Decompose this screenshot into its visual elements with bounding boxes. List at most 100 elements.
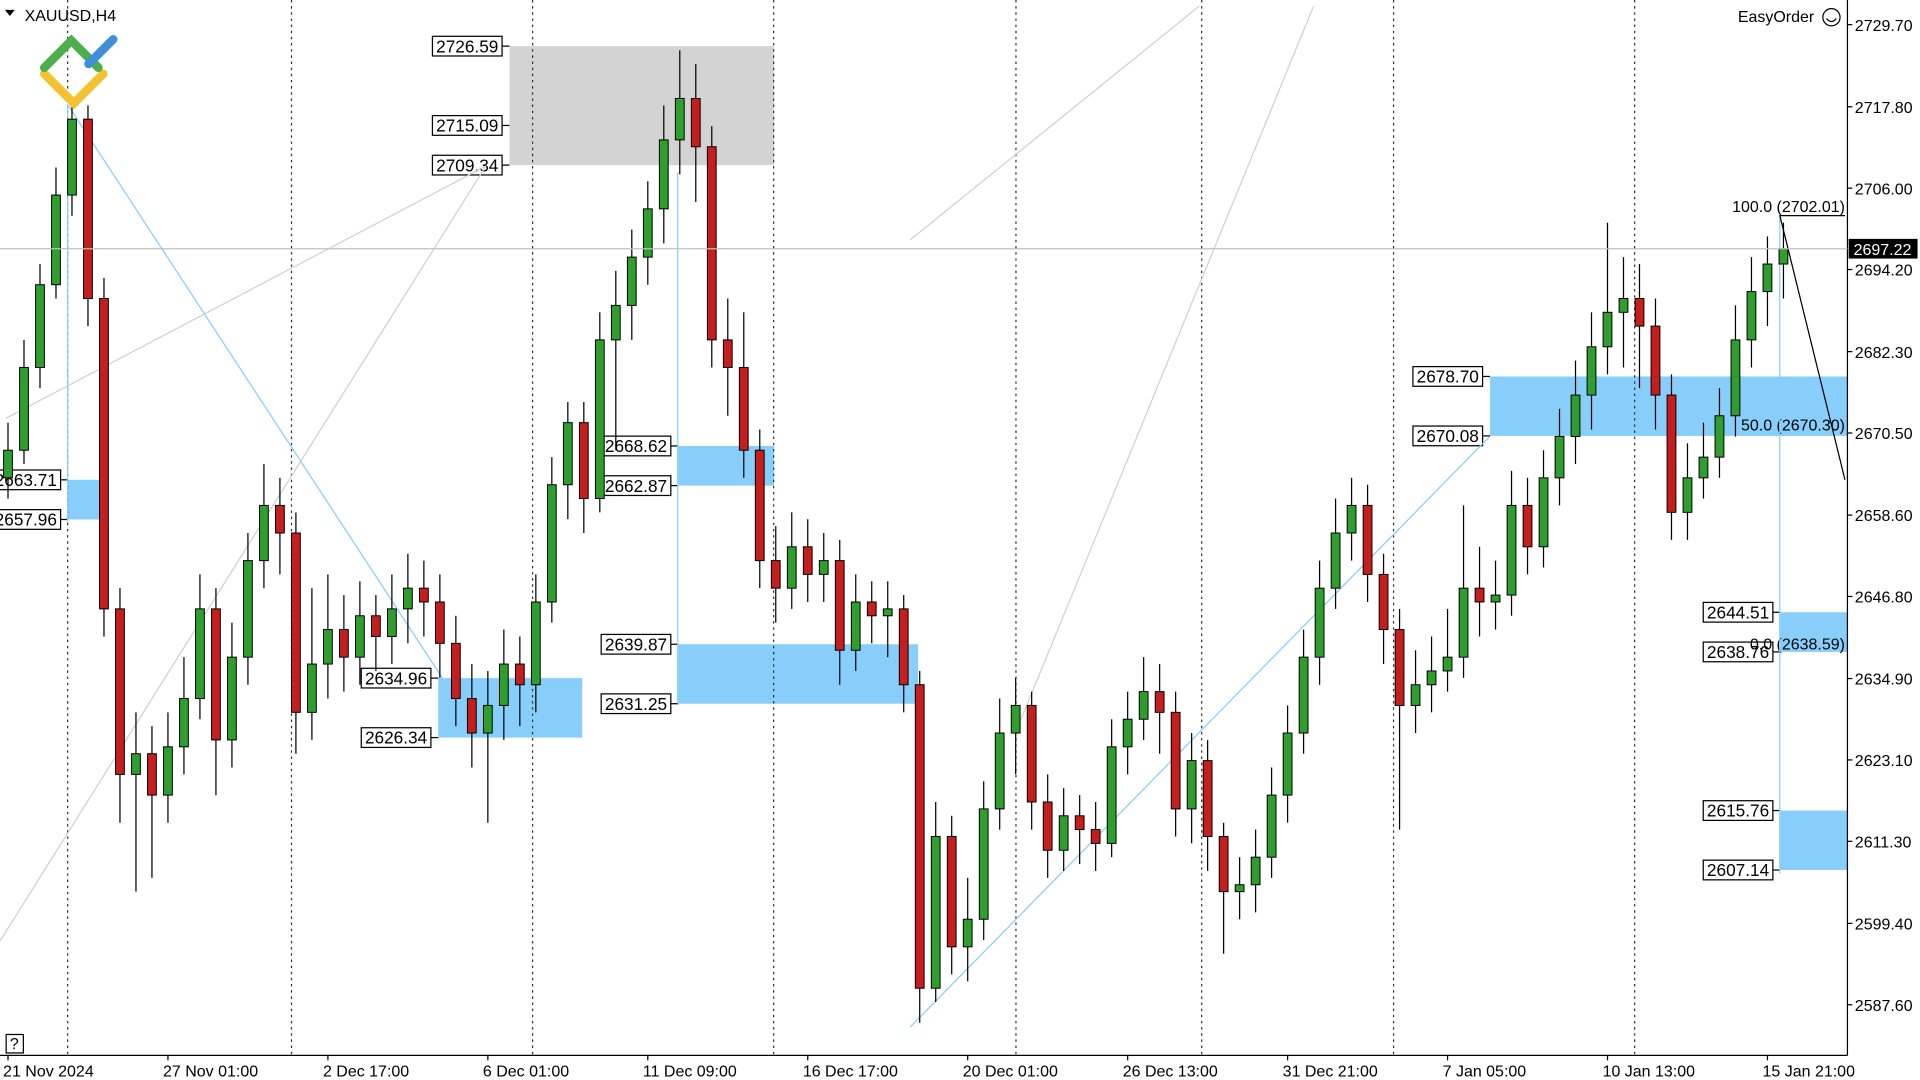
candle-body (211, 608, 221, 741)
candle-body (339, 629, 349, 658)
candle-body (578, 422, 589, 500)
candle-body (738, 366, 749, 451)
candle-body (418, 587, 429, 603)
trend-line (0, 165, 487, 942)
candle-body (227, 656, 237, 741)
candle-body (1714, 415, 1725, 458)
candle-body (898, 608, 909, 686)
menu-triangle (4, 9, 15, 16)
candle-body (323, 629, 333, 665)
candle-body (514, 663, 525, 686)
current-price-label: 2697.22 (1854, 242, 1912, 259)
zone (678, 644, 919, 704)
candle-body (1730, 339, 1741, 417)
zone-label: 2662.87 (605, 476, 667, 496)
candle-body (1218, 835, 1229, 893)
candle-body (962, 918, 973, 948)
x-tick-label: 15 Jan 21:00 (1763, 1063, 1856, 1080)
candle-body (291, 532, 301, 713)
trend-line (5, 165, 487, 419)
candle-body (1314, 587, 1325, 658)
x-tick-label: 21 Nov 2024 (3, 1063, 94, 1080)
zone-label: 2668.62 (605, 436, 667, 456)
zone (1780, 810, 1848, 871)
y-tick-label: 2694.20 (1855, 263, 1913, 280)
zone-label: 2615.76 (1707, 801, 1769, 821)
easy-order[interactable]: EasyOrder (1738, 7, 1841, 27)
candle-body (706, 146, 717, 341)
candle-body (67, 118, 77, 196)
candle-body (259, 504, 269, 562)
easy-order-label[interactable]: EasyOrder (1738, 9, 1815, 26)
y-tick-label: 2646.80 (1855, 590, 1913, 607)
candle-body (994, 732, 1005, 810)
smiley[interactable] (1822, 7, 1841, 27)
zigzag-line (909, 436, 1490, 1028)
candle-body (1442, 656, 1453, 672)
x-tick-label: 31 Dec 21:00 (1283, 1063, 1378, 1080)
candle-body (243, 560, 253, 658)
candle-body (1186, 760, 1197, 810)
candle-body (882, 608, 893, 617)
candle-body (1522, 504, 1533, 548)
zone-label: 2670.08 (1417, 426, 1479, 446)
candle-body (1378, 573, 1389, 631)
candle-body (1298, 656, 1309, 734)
candle-body (1778, 248, 1789, 265)
candle-body (35, 284, 45, 368)
zone-label-box (1412, 365, 1484, 387)
candle-body (802, 546, 813, 575)
candle-body (370, 615, 381, 637)
logo (39, 34, 118, 110)
candle-body (1010, 704, 1021, 734)
zone-label: 2663.71 (0, 470, 57, 490)
candle-body (658, 139, 669, 210)
fib-label: 0.0 (2638.59) (1750, 636, 1845, 653)
y-tick-label: 2729.70 (1855, 18, 1913, 35)
y-tick-label: 2658.60 (1855, 508, 1913, 525)
logo-part (84, 35, 118, 69)
zone-label: 2644.51 (1707, 602, 1769, 622)
candle-body (163, 746, 173, 796)
x-tick-label: 6 Dec 01:00 (483, 1063, 569, 1080)
candle-body (1234, 884, 1245, 893)
separators (67, 0, 1636, 1056)
candle-body (19, 366, 29, 451)
symbol-header: XAUUSD,H4 (4, 8, 117, 25)
fib-label: 100.0 (2702.01) (1732, 199, 1845, 216)
x-tick-label: 27 Nov 01:00 (163, 1063, 258, 1080)
zone (1780, 612, 1848, 652)
candle-body (1202, 760, 1213, 837)
y-tick-label: 2717.80 (1855, 100, 1913, 117)
x-tick-label: 2 Dec 17:00 (323, 1063, 409, 1080)
candle-body (1330, 532, 1341, 589)
help-button[interactable]: ? (5, 1033, 24, 1054)
zone-label: 2678.70 (1417, 367, 1479, 387)
candle-body (275, 504, 285, 534)
candle-body (1762, 263, 1773, 293)
candle-body (754, 449, 765, 562)
candle-body (354, 615, 365, 658)
candle-body (866, 601, 877, 617)
zone-label: 2726.59 (436, 36, 498, 56)
candle-body (1618, 298, 1629, 313)
candle-body (466, 698, 477, 734)
candle-body (99, 298, 109, 610)
zigzag-line (67, 104, 475, 727)
candle-body (195, 608, 205, 700)
candle-body (930, 835, 941, 989)
candle-body (1650, 325, 1661, 396)
zone-label: 2607.14 (1707, 860, 1770, 880)
zone-label: 2634.96 (365, 668, 427, 688)
candle-body (83, 118, 93, 299)
x-tick-label: 7 Jan 05:00 (1443, 1063, 1527, 1080)
candle-body (1554, 435, 1565, 479)
help-box[interactable] (5, 1033, 24, 1054)
candle-body (402, 587, 413, 610)
candle-body (674, 97, 685, 141)
candle-body (594, 339, 605, 500)
symbol-label: XAUUSD,H4 (25, 8, 117, 25)
candle-body (115, 608, 125, 775)
